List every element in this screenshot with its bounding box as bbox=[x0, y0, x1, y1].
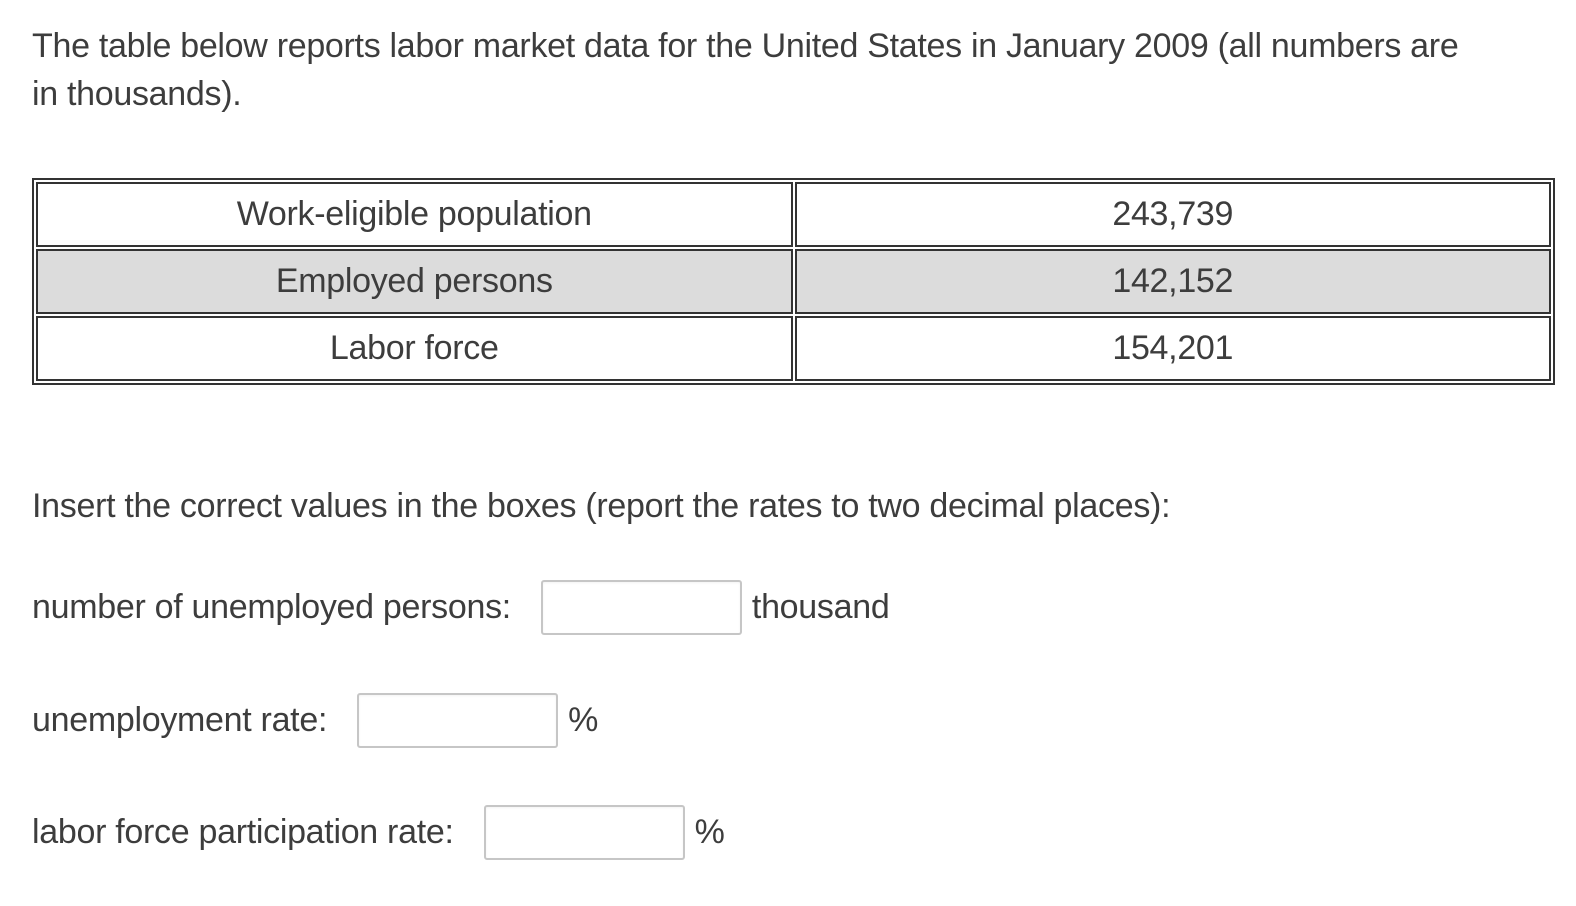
unemployed-persons-input[interactable] bbox=[540, 580, 742, 635]
row-value-work-eligible-population: 243,739 bbox=[794, 182, 1551, 247]
question-label: labor force participation rate: bbox=[32, 813, 454, 851]
labor-data-table: Work-eligible population 243,739 Employe… bbox=[32, 178, 1555, 385]
row-label-labor-force: Labor force bbox=[36, 316, 793, 381]
question-label: number of unemployed persons: bbox=[32, 588, 511, 626]
question-row-participation-rate: labor force participation rate: % bbox=[32, 803, 1576, 862]
quiz-page: The table below reports labor market dat… bbox=[32, 22, 1576, 862]
percent-suffix: % bbox=[694, 813, 725, 851]
table-row: Labor force 154,201 bbox=[36, 316, 1551, 381]
intro-line-1: The table below reports labor market dat… bbox=[32, 27, 1459, 65]
unit-suffix: thousand bbox=[751, 588, 890, 626]
unemployment-rate-input[interactable] bbox=[357, 693, 559, 748]
table-row: Work-eligible population 243,739 bbox=[36, 182, 1551, 247]
percent-suffix: % bbox=[568, 701, 599, 739]
intro-paragraph: The table below reports labor market dat… bbox=[32, 22, 1576, 118]
table-row: Employed persons 142,152 bbox=[36, 249, 1551, 314]
question-row-unemployment-rate: unemployment rate: % bbox=[32, 691, 1576, 750]
participation-rate-input[interactable] bbox=[483, 805, 685, 860]
question-row-unemployed-persons: number of unemployed persons: thousand bbox=[32, 578, 1576, 637]
row-value-employed-persons: 142,152 bbox=[794, 249, 1551, 314]
row-label-employed-persons: Employed persons bbox=[36, 249, 793, 314]
question-label: unemployment rate: bbox=[32, 701, 328, 739]
row-label-work-eligible-population: Work-eligible population bbox=[36, 182, 793, 247]
intro-line-2: in thousands). bbox=[32, 75, 242, 113]
instructions-text: Insert the correct values in the boxes (… bbox=[32, 487, 1171, 525]
row-value-labor-force: 154,201 bbox=[794, 316, 1551, 381]
